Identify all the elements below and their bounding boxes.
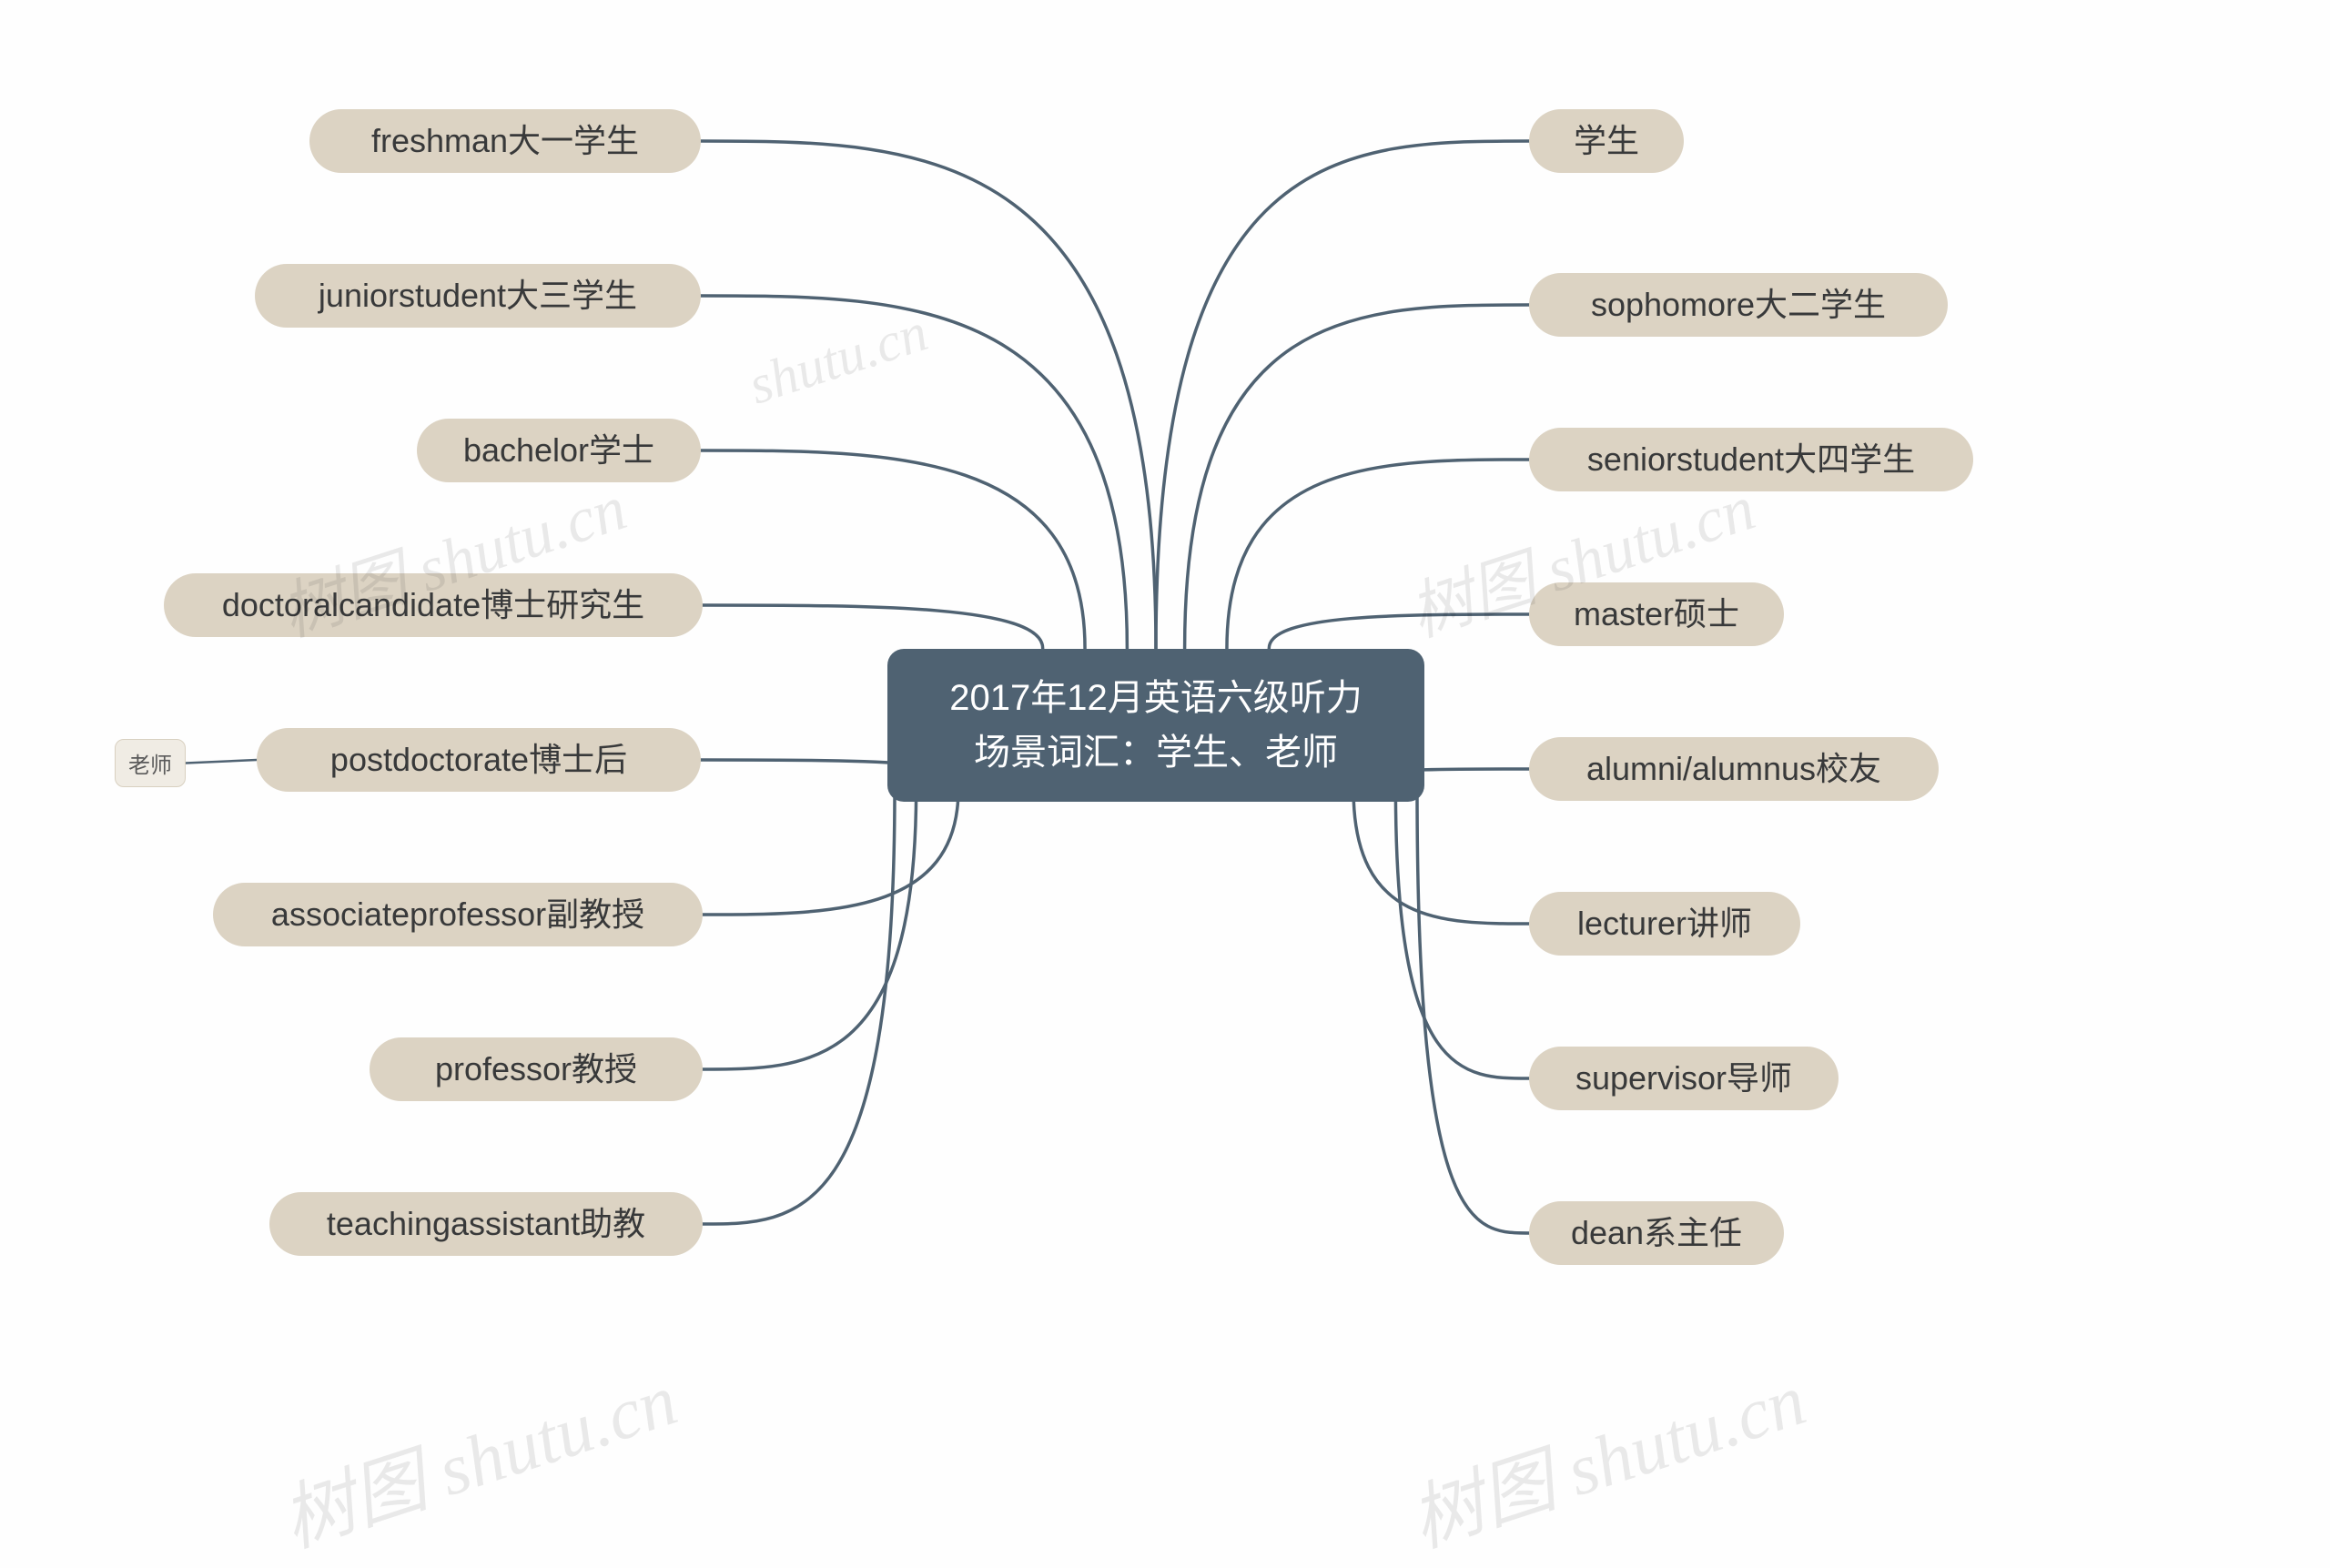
branch-l1: juniorstudent大三学生 bbox=[255, 264, 701, 328]
branch-r3: master硕士 bbox=[1529, 582, 1784, 646]
branch-r6: supervisor导师 bbox=[1529, 1047, 1839, 1110]
center-line1: 2017年12月英语六级听力 bbox=[924, 671, 1388, 725]
branch-l3: doctoralcandidate博士研究生 bbox=[164, 573, 703, 637]
branch-l6: professor教授 bbox=[370, 1037, 703, 1101]
branch-l7: teachingassistant助教 bbox=[269, 1192, 703, 1256]
branch-r2: seniorstudent大四学生 bbox=[1529, 428, 1973, 491]
watermark-4: shutu.cn bbox=[741, 301, 935, 418]
branch-r4: alumni/alumnus校友 bbox=[1529, 737, 1939, 801]
branch-l2: bachelor学士 bbox=[417, 419, 701, 482]
branch-l4-child: 老师 bbox=[115, 739, 186, 787]
branch-l4: postdoctorate博士后 bbox=[257, 728, 701, 792]
branch-r7: dean系主任 bbox=[1529, 1201, 1784, 1265]
branch-l0: freshman大一学生 bbox=[309, 109, 701, 173]
mindmap-canvas: 2017年12月英语六级听力 场景词汇：学生、老师 学生 sophomore大二学… bbox=[0, 0, 2330, 1462]
branch-l5: associateprofessor副教授 bbox=[213, 883, 703, 946]
watermark-3: 树图 shutu.cn bbox=[1395, 1340, 1817, 1567]
branch-r0: 学生 bbox=[1529, 109, 1684, 173]
branch-r1: sophomore大二学生 bbox=[1529, 273, 1948, 337]
watermark-2: 树图 shutu.cn bbox=[267, 1340, 688, 1567]
center-node: 2017年12月英语六级听力 场景词汇：学生、老师 bbox=[887, 649, 1424, 802]
branch-r5: lecturer讲师 bbox=[1529, 892, 1800, 956]
center-line2: 场景词汇：学生、老师 bbox=[924, 725, 1388, 780]
